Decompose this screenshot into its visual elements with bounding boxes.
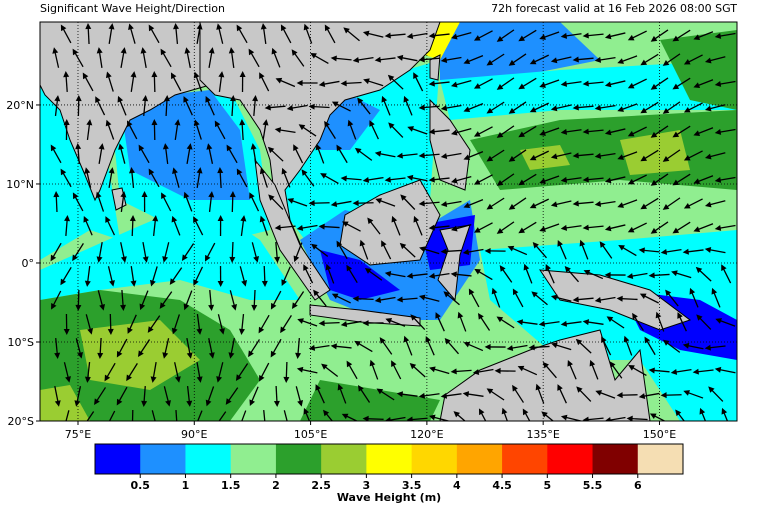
title-right: 72h forecast valid at 16 Feb 2026 08:00 … — [491, 2, 737, 15]
x-tick-label: 90°E — [181, 428, 207, 441]
arrow-head — [174, 425, 180, 431]
colorbar-tick-label: 1 — [182, 479, 190, 492]
colorbar-box — [638, 444, 684, 474]
x-tick-label: 120°E — [410, 428, 443, 441]
x-tick-label: 135°E — [526, 428, 559, 441]
y-tick-label: 10°S — [8, 336, 34, 349]
arrow-head — [129, 425, 135, 431]
colorbar-box — [547, 444, 593, 474]
x-tick-label: 105°E — [294, 428, 327, 441]
colorbar-tick-label: 1.5 — [221, 479, 241, 492]
x-tick-label: 75°E — [65, 428, 91, 441]
colorbar-box — [95, 444, 141, 474]
y-tick-label: 20°S — [8, 415, 34, 428]
x-tick-label: 150°E — [643, 428, 676, 441]
y-tick-label: 20°N — [6, 99, 34, 112]
colorbar-tick-label: 6 — [634, 479, 642, 492]
colorbar-tick-label: 5.5 — [583, 479, 603, 492]
colorbar-box — [366, 444, 412, 474]
colorbar-box — [457, 444, 503, 474]
colorbar-box — [593, 444, 639, 474]
colorbar-label: Wave Height (m) — [337, 491, 441, 504]
colorbar-box — [140, 444, 186, 474]
colorbar-tick-label: 2 — [272, 479, 280, 492]
colorbar-box — [231, 444, 277, 474]
colorbar-box — [185, 444, 231, 474]
arrow-head — [238, 424, 244, 431]
map-area — [40, 22, 737, 431]
arrow-head — [214, 422, 220, 429]
colorbar-box — [276, 444, 322, 474]
title-left: Significant Wave Height/Direction — [40, 2, 225, 15]
colorbar-tick-label: 0.5 — [130, 479, 150, 492]
y-tick-label: 0° — [22, 257, 35, 270]
arrow-head — [105, 423, 110, 430]
colorbar-tick-label: 5 — [543, 479, 551, 492]
y-tick-label: 10°N — [6, 178, 34, 191]
colorbar-box — [502, 444, 548, 474]
colorbar-tick-label: 4 — [453, 479, 461, 492]
colorbar-tick-label: 2.5 — [311, 479, 331, 492]
colorbar-box — [321, 444, 367, 474]
arrow-head — [285, 424, 291, 431]
arrow-head — [153, 424, 159, 431]
colorbar-box — [412, 444, 458, 474]
arrow-head — [262, 425, 268, 431]
colorbar-tick-label: 4.5 — [492, 479, 512, 492]
